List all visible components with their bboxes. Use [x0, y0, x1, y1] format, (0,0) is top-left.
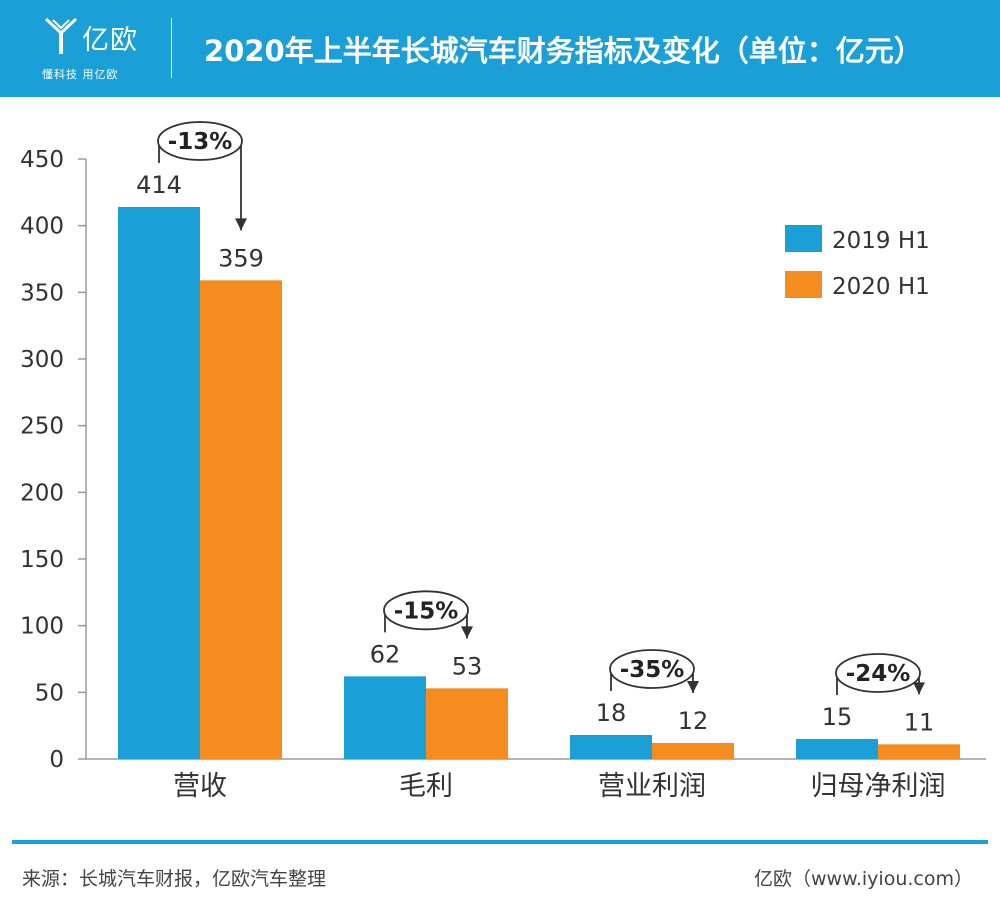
change-arrow — [913, 682, 925, 695]
y-tick-label: 250 — [20, 414, 64, 440]
logo-slogan: 懂科技 用亿欧 — [42, 68, 119, 81]
y-tick-label: 350 — [20, 280, 64, 306]
x-tick-label: 归母净利润 — [811, 771, 946, 802]
legend-swatch — [785, 271, 822, 298]
bar-2019 — [570, 735, 652, 759]
change-badge — [157, 121, 243, 161]
change-label: -35% — [620, 657, 685, 683]
x-tick-label: 毛利 — [399, 771, 453, 802]
x-tick-label: 营业利润 — [598, 771, 706, 802]
change-arrow — [461, 626, 473, 639]
legend-label: 2020 H1 — [832, 274, 930, 300]
data-label: 62 — [370, 640, 401, 668]
site-credit: 亿欧（www.iyiou.com） — [753, 868, 973, 890]
data-label: 12 — [678, 707, 709, 735]
y-tick-label: 300 — [20, 347, 64, 373]
y-tick-label: 0 — [49, 747, 64, 773]
change-label: -15% — [394, 598, 459, 624]
legend-label: 2019 H1 — [832, 228, 930, 254]
x-tick-label: 营收 — [173, 771, 227, 802]
bar-2019 — [118, 207, 200, 759]
change-arrow — [687, 681, 699, 693]
data-label: 53 — [452, 652, 483, 680]
header-banner: 亿欧 懂科技 用亿欧 2020年上半年长城汽车财务指标及变化（单位：亿元） — [0, 0, 1000, 97]
footer-divider — [12, 840, 988, 844]
change-badge — [383, 590, 469, 631]
bar-2019 — [796, 739, 878, 759]
bar-2020 — [652, 743, 734, 759]
data-label: 15 — [822, 703, 853, 731]
data-label: 414 — [136, 171, 182, 199]
data-label: 359 — [218, 244, 264, 272]
change-badge — [609, 649, 695, 689]
source-note: 来源：长城汽车财报，亿欧汽车整理 — [22, 868, 327, 890]
yiou-logo-icon — [44, 17, 78, 54]
change-arrow — [235, 218, 247, 231]
y-tick-label: 400 — [20, 214, 64, 240]
y-tick-label: 450 — [20, 147, 64, 173]
bar-2020 — [878, 744, 960, 759]
chart-title: 2020年上半年长城汽车财务指标及变化（单位：亿元） — [204, 34, 923, 68]
change-label: -24% — [846, 661, 911, 687]
y-tick-label: 200 — [20, 480, 64, 506]
header-divider — [171, 18, 172, 78]
data-label: 11 — [904, 708, 935, 736]
legend-swatch — [785, 225, 822, 252]
logo-name: 亿欧 — [82, 25, 138, 56]
change-label: -13% — [168, 129, 233, 155]
data-label: 18 — [596, 699, 627, 727]
bar-chart: 0 50 100 150 200 250 300 350 400 450 414 359 -13% 营收 6… — [20, 121, 986, 802]
change-badge — [835, 653, 921, 693]
bar-2020 — [426, 688, 508, 759]
y-tick-label: 50 — [35, 680, 64, 706]
bar-2020 — [200, 280, 282, 759]
y-tick-label: 150 — [20, 547, 64, 573]
bar-2019 — [344, 676, 426, 759]
y-tick-label: 100 — [20, 614, 64, 640]
